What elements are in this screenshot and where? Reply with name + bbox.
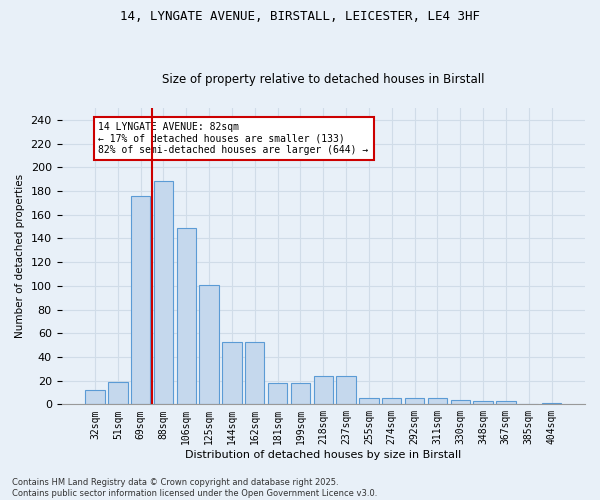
Text: Contains HM Land Registry data © Crown copyright and database right 2025.
Contai: Contains HM Land Registry data © Crown c… — [12, 478, 377, 498]
Bar — [337, 376, 356, 404]
Bar — [473, 401, 493, 404]
X-axis label: Distribution of detached houses by size in Birstall: Distribution of detached houses by size … — [185, 450, 461, 460]
Text: 14, LYNGATE AVENUE, BIRSTALL, LEICESTER, LE4 3HF: 14, LYNGATE AVENUE, BIRSTALL, LEICESTER,… — [120, 10, 480, 23]
Bar — [108, 382, 128, 404]
Bar — [451, 400, 470, 404]
Bar — [85, 390, 105, 404]
Bar — [245, 342, 265, 404]
Text: 14 LYNGATE AVENUE: 82sqm
← 17% of detached houses are smaller (133)
82% of semi-: 14 LYNGATE AVENUE: 82sqm ← 17% of detach… — [98, 122, 368, 156]
Bar — [428, 398, 447, 404]
Bar — [405, 398, 424, 404]
Bar — [222, 342, 242, 404]
Bar — [291, 383, 310, 404]
Bar — [496, 401, 515, 404]
Bar — [176, 228, 196, 404]
Bar — [131, 196, 151, 404]
Title: Size of property relative to detached houses in Birstall: Size of property relative to detached ho… — [162, 73, 485, 86]
Bar — [199, 284, 219, 405]
Bar — [268, 383, 287, 404]
Y-axis label: Number of detached properties: Number of detached properties — [15, 174, 25, 338]
Bar — [382, 398, 401, 404]
Bar — [542, 403, 561, 404]
Bar — [154, 182, 173, 404]
Bar — [314, 376, 333, 404]
Bar — [359, 398, 379, 404]
